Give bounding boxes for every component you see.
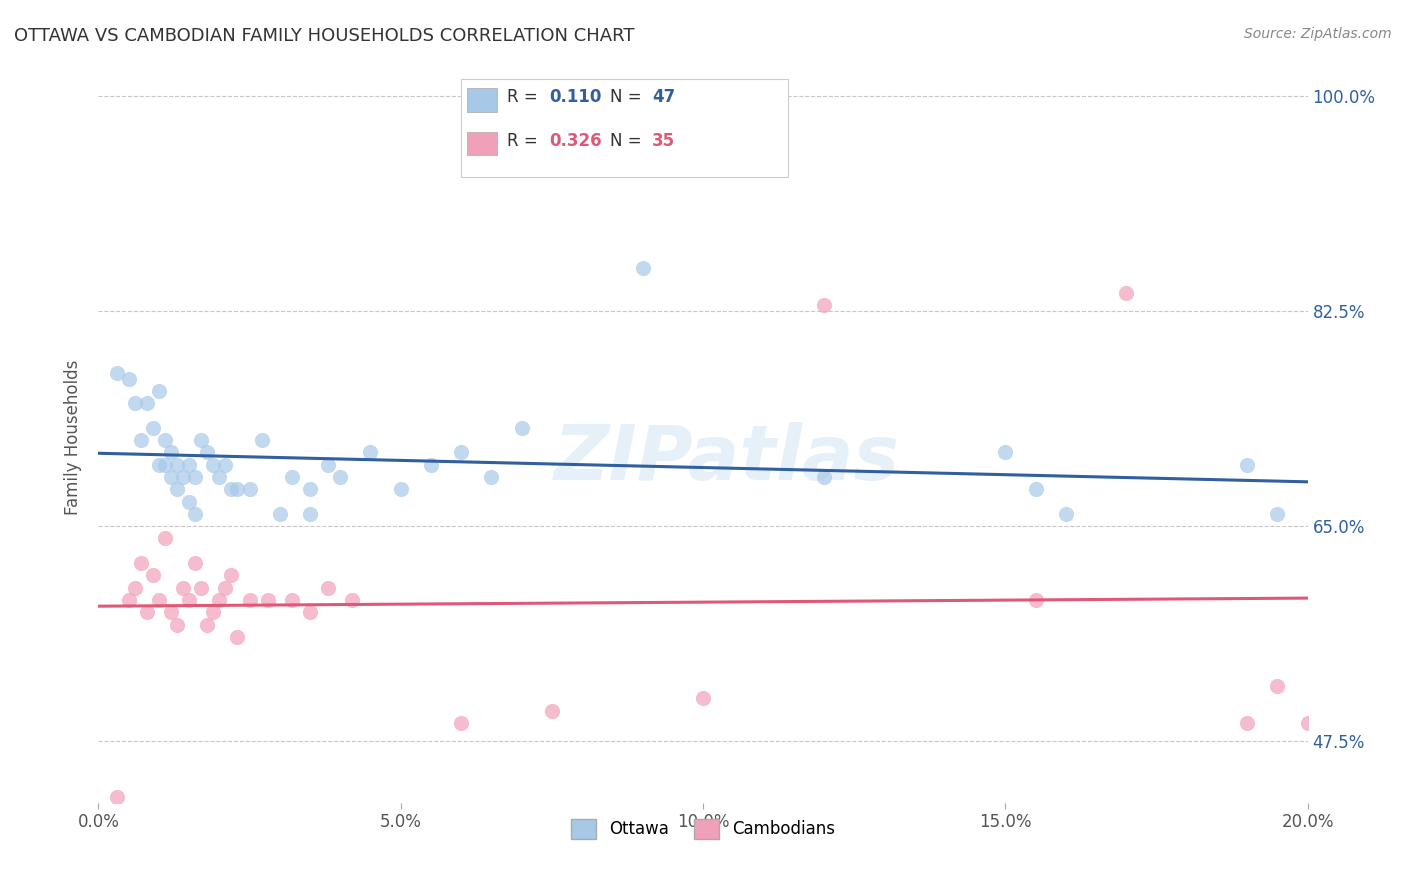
Point — [190, 433, 212, 447]
Point — [299, 605, 322, 619]
Point — [148, 384, 170, 398]
Point — [692, 691, 714, 706]
Point — [184, 556, 207, 570]
Point — [195, 617, 218, 632]
Point — [202, 458, 225, 472]
Point — [172, 581, 194, 595]
Point — [1024, 483, 1046, 497]
Point — [184, 470, 207, 484]
Point — [135, 396, 157, 410]
Point — [124, 581, 146, 595]
Point — [153, 458, 176, 472]
Point — [281, 593, 304, 607]
Point — [118, 372, 141, 386]
Text: R =: R = — [508, 88, 543, 106]
Point — [214, 458, 236, 472]
Point — [129, 433, 152, 447]
FancyBboxPatch shape — [467, 132, 498, 155]
Point — [256, 593, 278, 607]
Point — [420, 458, 443, 472]
Point — [813, 298, 835, 312]
Text: OTTAWA VS CAMBODIAN FAMILY HOUSEHOLDS CORRELATION CHART: OTTAWA VS CAMBODIAN FAMILY HOUSEHOLDS CO… — [14, 27, 634, 45]
Point — [631, 261, 654, 276]
Text: 0.326: 0.326 — [550, 132, 602, 150]
Point — [160, 470, 183, 484]
Point — [148, 593, 170, 607]
Point — [329, 470, 352, 484]
Point — [239, 483, 262, 497]
Point — [360, 445, 382, 459]
Text: 35: 35 — [652, 132, 675, 150]
Point — [481, 470, 503, 484]
Point — [450, 715, 472, 730]
Text: N =: N = — [610, 132, 647, 150]
Point — [153, 532, 176, 546]
Point — [208, 470, 231, 484]
Point — [179, 458, 201, 472]
Point — [1267, 507, 1289, 521]
Point — [105, 789, 128, 804]
Point — [135, 605, 157, 619]
Y-axis label: Family Households: Family Households — [65, 359, 83, 515]
Point — [166, 617, 188, 632]
Point — [1267, 679, 1289, 693]
Point — [299, 507, 322, 521]
Point — [316, 581, 339, 595]
Point — [316, 458, 339, 472]
Point — [1236, 458, 1258, 472]
Point — [1115, 285, 1137, 300]
Point — [540, 704, 562, 718]
Point — [142, 568, 165, 582]
Point — [160, 605, 183, 619]
Point — [142, 421, 165, 435]
Point — [129, 556, 152, 570]
Text: 47: 47 — [652, 88, 675, 106]
Point — [1296, 715, 1319, 730]
Point — [184, 507, 207, 521]
Point — [226, 630, 249, 644]
Point — [214, 581, 236, 595]
Point — [221, 483, 243, 497]
Point — [179, 494, 201, 508]
Point — [239, 593, 262, 607]
Point — [118, 593, 141, 607]
FancyBboxPatch shape — [467, 88, 498, 112]
Point — [299, 483, 322, 497]
Point — [1024, 593, 1046, 607]
Point — [269, 507, 291, 521]
Point — [281, 470, 304, 484]
Point — [105, 366, 128, 380]
Point — [124, 396, 146, 410]
Text: 0.110: 0.110 — [550, 88, 602, 106]
Point — [813, 470, 835, 484]
Point — [994, 445, 1017, 459]
Point — [226, 483, 249, 497]
Point — [172, 470, 194, 484]
Point — [148, 458, 170, 472]
Point — [202, 605, 225, 619]
Point — [166, 483, 188, 497]
Point — [195, 445, 218, 459]
Point — [153, 433, 176, 447]
Point — [250, 433, 273, 447]
Point — [221, 568, 243, 582]
Legend: Ottawa, Cambodians: Ottawa, Cambodians — [564, 812, 842, 846]
Point — [510, 421, 533, 435]
Point — [179, 593, 201, 607]
Point — [1236, 715, 1258, 730]
FancyBboxPatch shape — [461, 78, 787, 178]
Point — [166, 458, 188, 472]
Point — [389, 483, 412, 497]
Text: N =: N = — [610, 88, 647, 106]
Text: R =: R = — [508, 132, 543, 150]
Point — [1054, 507, 1077, 521]
Point — [450, 445, 472, 459]
Point — [190, 581, 212, 595]
Point — [160, 445, 183, 459]
Point — [208, 593, 231, 607]
Text: Source: ZipAtlas.com: Source: ZipAtlas.com — [1244, 27, 1392, 41]
Point — [342, 593, 364, 607]
Text: ZIPatlas: ZIPatlas — [554, 422, 900, 496]
